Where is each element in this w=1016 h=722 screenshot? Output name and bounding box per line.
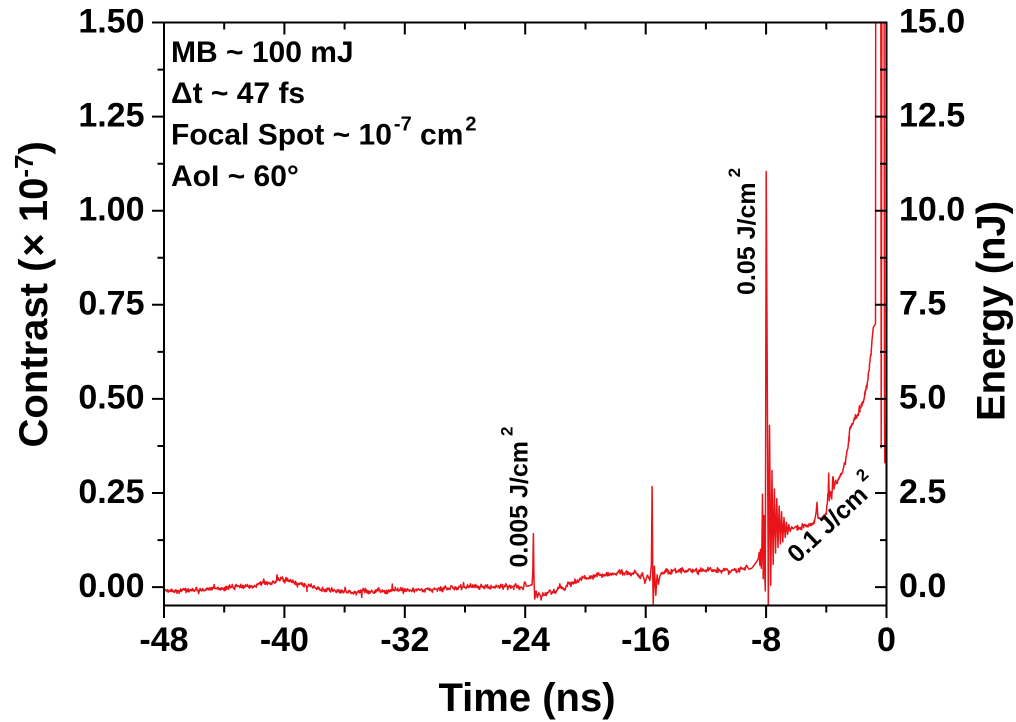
svg-text:10.0: 10.0 xyxy=(899,191,965,229)
svg-text:7.5: 7.5 xyxy=(899,285,946,323)
svg-text:Time (ns): Time (ns) xyxy=(438,676,615,720)
svg-text:Focal Spot ~ 10-7 cm2: Focal Spot ~ 10 -7 cm 2 xyxy=(171,114,477,152)
svg-text:-48: -48 xyxy=(139,621,188,659)
svg-text:1.25: 1.25 xyxy=(78,96,144,134)
svg-text:1.00: 1.00 xyxy=(78,191,144,229)
svg-text:0: 0 xyxy=(877,621,896,659)
svg-text:0.50: 0.50 xyxy=(78,379,144,417)
svg-text:AoI ~ 60°: AoI ~ 60° xyxy=(171,160,299,193)
svg-text:-40: -40 xyxy=(260,621,309,659)
svg-text:-32: -32 xyxy=(380,621,429,659)
svg-text:0.25: 0.25 xyxy=(78,473,144,511)
svg-text:1.50: 1.50 xyxy=(78,2,144,40)
svg-text:-8: -8 xyxy=(751,621,781,659)
svg-text:2.5: 2.5 xyxy=(899,473,946,511)
svg-text:5.0: 5.0 xyxy=(899,379,946,417)
svg-text:Δt ~ 47 fs: Δt ~ 47 fs xyxy=(171,77,305,110)
svg-text:12.5: 12.5 xyxy=(899,96,965,134)
svg-text:15.0: 15.0 xyxy=(899,2,965,40)
svg-text:0.75: 0.75 xyxy=(78,285,144,323)
svg-text:-16: -16 xyxy=(621,621,670,659)
svg-text:Energy (nJ): Energy (nJ) xyxy=(970,201,1014,421)
svg-text:0.0: 0.0 xyxy=(899,567,946,605)
svg-text:Contrast (× 10-7): Contrast (× 10-7) xyxy=(9,141,56,447)
svg-text:MB ~ 100 mJ: MB ~ 100 mJ xyxy=(171,36,354,69)
svg-text:0.00: 0.00 xyxy=(78,567,144,605)
svg-text:-24: -24 xyxy=(501,621,550,659)
